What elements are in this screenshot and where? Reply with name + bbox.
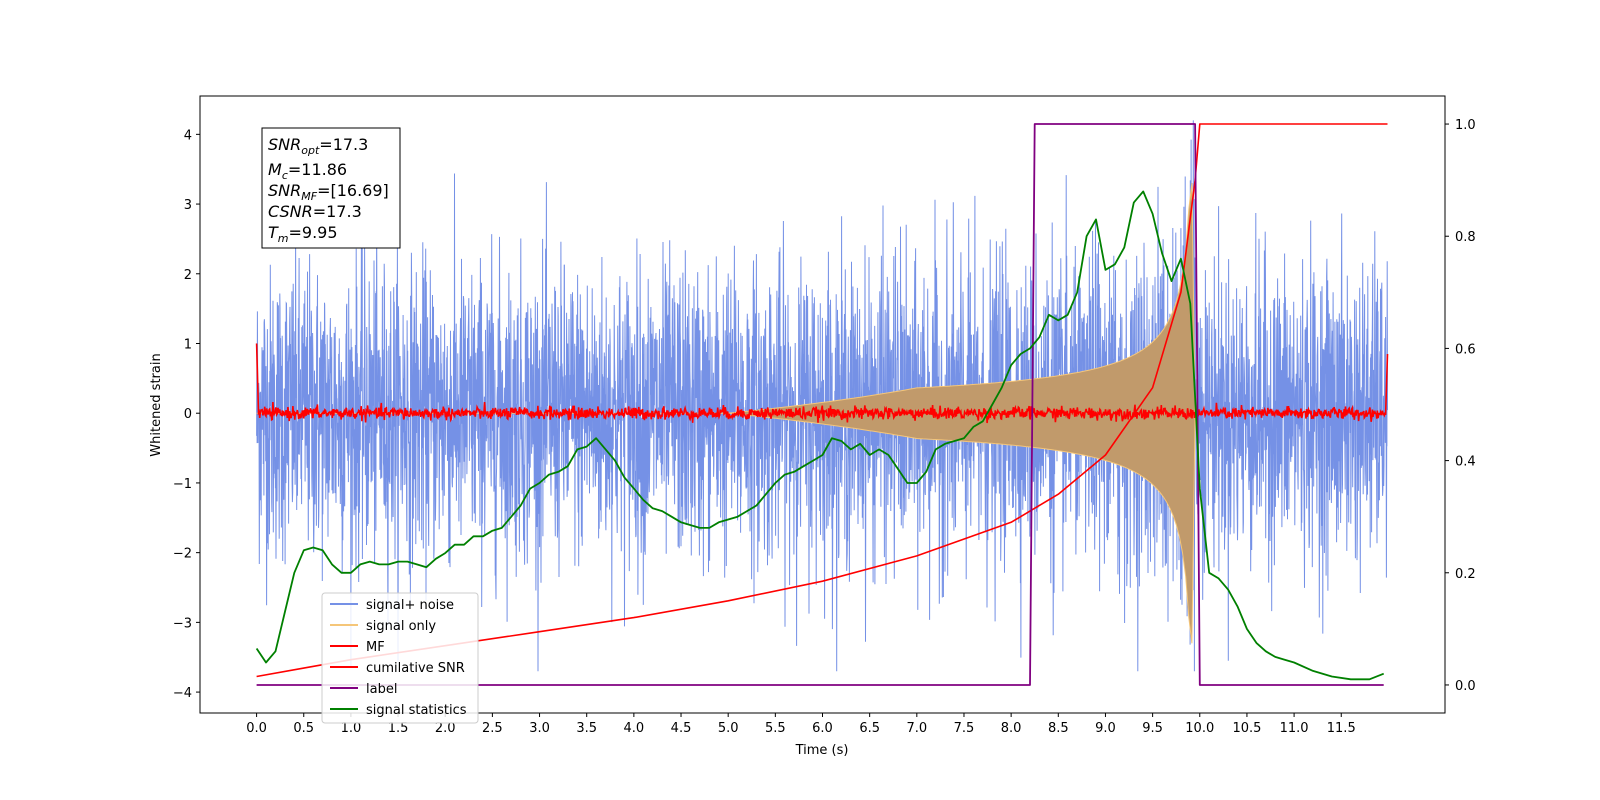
x-tick-label: 6.0	[812, 721, 833, 736]
y-axis-label: Whitened strain	[149, 353, 164, 456]
y2-axis-ticks: 1.0 0.8 0.6 0.4 0.2 0.0	[1445, 118, 1476, 694]
legend-label-label: label	[366, 682, 397, 697]
info-tm: Tm=9.95	[268, 223, 338, 245]
x-tick-label: 2.5	[482, 721, 503, 736]
info-csnr: CSNR=17.3	[268, 202, 362, 221]
info-snr-opt: SNRopt=17.3	[268, 135, 368, 157]
y2-tick-label: 0.0	[1455, 679, 1476, 694]
y-tick-label: −4	[173, 686, 192, 701]
x-tick-label: 2.0	[435, 721, 456, 736]
legend-item-label: label	[330, 682, 397, 697]
y2-tick-label: 0.8	[1455, 230, 1476, 245]
y-tick-label: −2	[173, 547, 192, 562]
x-tick-label: 8.5	[1048, 721, 1069, 736]
x-tick-label: 4.0	[624, 721, 645, 736]
y2-tick-label: 0.4	[1455, 455, 1476, 470]
x-tick-label: 10.0	[1185, 721, 1214, 736]
x-tick-label: 3.0	[529, 721, 550, 736]
y-tick-label: 4	[184, 128, 192, 143]
y2-tick-label: 0.6	[1455, 342, 1476, 357]
x-tick-label: 7.0	[906, 721, 927, 736]
series-signal-statistics	[255, 190, 1385, 681]
x-tick-label: 4.5	[671, 721, 692, 736]
y-tick-label: 3	[184, 198, 192, 213]
x-axis-ticks: 0.0 0.5 1.0 1.5 2.0 2.5 3.0 3.5 4.0 4.5 5.0 5.5 6.0 6…	[246, 713, 1356, 736]
legend: signal+ noise signal only MF cumilative …	[321, 592, 479, 724]
y-tick-label: −3	[173, 616, 192, 631]
x-tick-label: 5.5	[765, 721, 786, 736]
x-tick-label: 0.5	[293, 721, 314, 736]
x-tick-label: 11.0	[1280, 721, 1309, 736]
legend-item-mf: MF	[330, 640, 385, 655]
x-tick-label: 0.0	[246, 721, 267, 736]
x-tick-label: 3.5	[576, 721, 597, 736]
y-tick-label: −1	[173, 477, 192, 492]
series-label	[256, 123, 1384, 686]
x-tick-label: 1.0	[341, 721, 362, 736]
x-tick-label: 11.5	[1327, 721, 1356, 736]
y-axis-ticks: 4 3 2 1 0 −1 −2 −3 −4	[173, 128, 200, 701]
legend-item-cumilative-snr: cumilative SNR	[330, 661, 465, 676]
x-tick-label: 10.5	[1232, 721, 1261, 736]
legend-label-mf: MF	[366, 640, 385, 655]
legend-label-signal-only: signal only	[366, 619, 436, 634]
info-box: SNRopt=17.3 Mc=11.86 SNRMF=[16.69] CSNR=…	[261, 127, 401, 249]
y-tick-label: 2	[184, 268, 192, 283]
legend-label-signal-noise: signal+ noise	[366, 598, 454, 613]
x-tick-label: 7.5	[954, 721, 975, 736]
x-tick-label: 1.5	[388, 721, 409, 736]
x-tick-label: 9.5	[1142, 721, 1163, 736]
info-snr-mf: SNRMF=[16.69]	[268, 181, 389, 203]
legend-label-cumilative-snr: cumilative SNR	[366, 661, 465, 676]
x-tick-label: 6.5	[859, 721, 880, 736]
legend-label-signal-statistics: signal statistics	[366, 703, 467, 718]
y-tick-label: 0	[184, 407, 192, 422]
y2-tick-label: 1.0	[1455, 118, 1476, 133]
x-tick-label: 9.0	[1095, 721, 1116, 736]
legend-item-signal-only: signal only	[330, 619, 436, 634]
x-axis-label: Time (s)	[795, 743, 849, 758]
info-mc: Mc=11.86	[268, 160, 347, 182]
legend-item-signal-statistics: signal statistics	[330, 703, 467, 718]
y2-tick-label: 0.2	[1455, 567, 1476, 582]
x-tick-label: 8.0	[1001, 721, 1022, 736]
x-tick-label: 5.0	[718, 721, 739, 736]
legend-item-signal-noise: signal+ noise	[330, 598, 454, 613]
y-tick-label: 1	[184, 337, 192, 352]
